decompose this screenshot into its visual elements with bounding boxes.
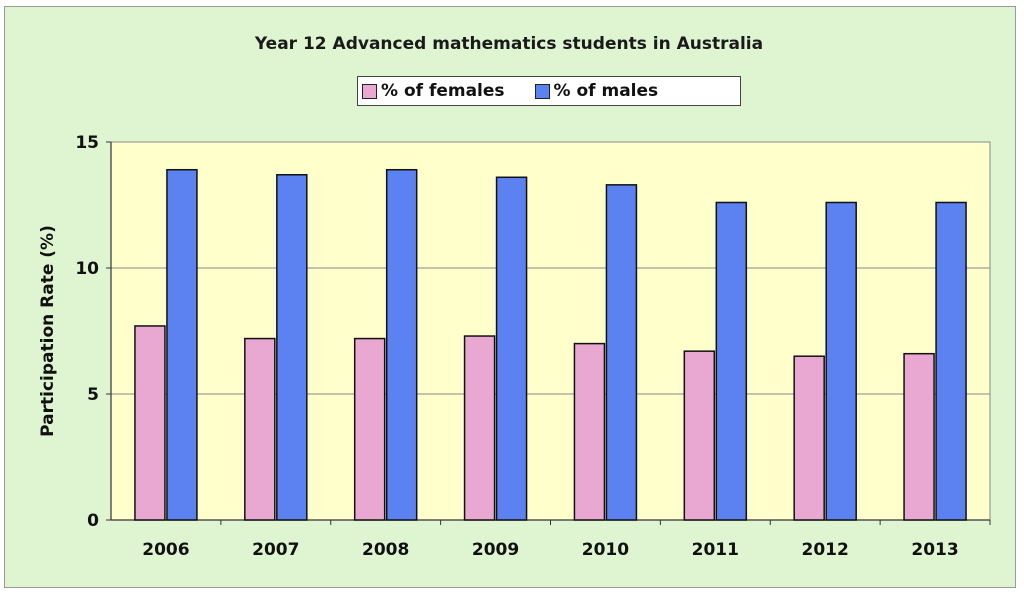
y-axis-label: Participation Rate (%) xyxy=(38,225,58,437)
bar-males-2008 xyxy=(385,168,418,521)
legend-swatch-females xyxy=(362,83,377,99)
x-tick-label-2013: 2013 xyxy=(911,540,958,560)
legend: % of females % of males xyxy=(357,76,741,106)
bar-males-2006 xyxy=(166,168,198,521)
bar-females-2010 xyxy=(573,342,606,521)
bar-females-2009 xyxy=(463,335,496,521)
chart-title: Year 12 Advanced mathematics students in… xyxy=(254,34,764,54)
y-tick-label-15: 15 xyxy=(75,133,99,153)
legend-swatch-males xyxy=(534,83,550,99)
bar-females-2006 xyxy=(134,325,166,521)
x-tick-label-2006: 2006 xyxy=(142,540,189,560)
y-tick-label-0: 0 xyxy=(87,511,99,531)
bar-males-2010 xyxy=(605,184,638,521)
bar-females-2012 xyxy=(793,355,825,521)
bar-females-2013 xyxy=(903,352,935,521)
bar-females-2008 xyxy=(353,337,386,521)
x-tick-label-2008: 2008 xyxy=(362,540,409,560)
bar-females-2011 xyxy=(683,350,716,521)
x-tick-label-2010: 2010 xyxy=(582,540,629,560)
bar-males-2012 xyxy=(825,201,857,521)
bar-males-2013 xyxy=(935,201,967,521)
x-tick-label-2009: 2009 xyxy=(472,540,519,560)
legend-label-females: % of females xyxy=(381,81,505,101)
x-tick-label-2011: 2011 xyxy=(692,540,739,560)
legend-item-females: % of females xyxy=(362,81,505,101)
y-tick-label-5: 5 xyxy=(87,385,99,405)
legend-item-males: % of males xyxy=(534,81,659,101)
y-tick-label-10: 10 xyxy=(75,259,99,279)
legend-label-males: % of males xyxy=(553,81,659,101)
bar-males-2007 xyxy=(276,174,308,521)
x-tick-label-2012: 2012 xyxy=(802,540,849,560)
x-tick-label-2007: 2007 xyxy=(252,540,299,560)
bar-females-2007 xyxy=(244,337,276,521)
bar-males-2011 xyxy=(715,201,748,521)
bar-males-2009 xyxy=(495,176,528,521)
plot-area xyxy=(110,141,991,521)
